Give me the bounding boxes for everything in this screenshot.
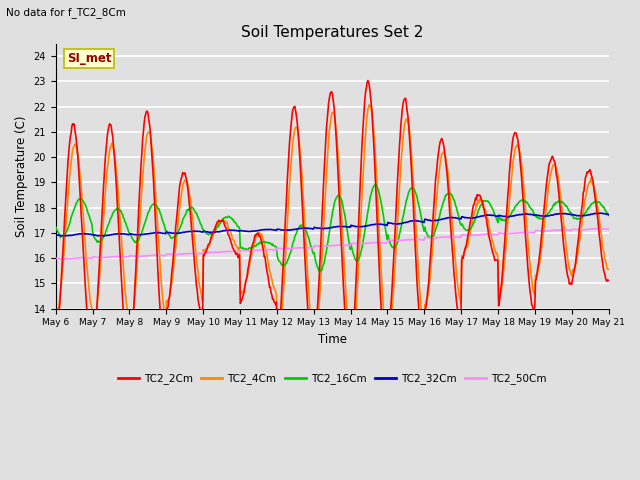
TC2_4Cm — [52, 308, 60, 314]
Line: TC2_16Cm: TC2_16Cm — [56, 184, 609, 271]
Y-axis label: Soil Temperature (C): Soil Temperature (C) — [15, 115, 28, 237]
TC2_2Cm — [417, 329, 425, 335]
TC2_50Cm — [62, 256, 70, 262]
TC2_16Cm — [605, 212, 612, 218]
Title: Soil Temperatures Set 2: Soil Temperatures Set 2 — [241, 24, 423, 40]
TC2_2Cm — [401, 96, 409, 102]
TC2_2Cm — [175, 193, 182, 199]
TC2_4Cm — [204, 244, 212, 250]
TC2_50Cm — [205, 250, 212, 255]
TC2_16Cm — [401, 205, 409, 211]
TC2_4Cm — [365, 102, 373, 108]
TC2_2Cm — [52, 335, 60, 341]
TC2_4Cm — [401, 120, 409, 125]
TC2_2Cm — [364, 78, 372, 84]
TC2_16Cm — [175, 227, 182, 233]
TC2_2Cm — [383, 357, 390, 362]
TC2_4Cm — [605, 266, 612, 272]
TC2_4Cm — [417, 303, 425, 309]
TC2_50Cm — [605, 226, 612, 232]
TC2_32Cm — [99, 233, 106, 239]
Line: TC2_50Cm: TC2_50Cm — [56, 228, 609, 259]
Text: No data for f_TC2_8Cm: No data for f_TC2_8Cm — [6, 7, 126, 18]
TC2_16Cm — [372, 181, 380, 187]
TC2_16Cm — [52, 224, 60, 230]
TC2_50Cm — [400, 237, 408, 243]
Line: TC2_4Cm: TC2_4Cm — [56, 105, 609, 347]
TC2_50Cm — [67, 256, 74, 262]
TC2_4Cm — [62, 226, 70, 231]
TC2_16Cm — [204, 231, 212, 237]
TC2_2Cm — [119, 299, 127, 305]
TC2_50Cm — [417, 237, 424, 242]
X-axis label: Time: Time — [317, 333, 347, 346]
TC2_50Cm — [120, 254, 127, 260]
TC2_32Cm — [205, 229, 212, 235]
TC2_2Cm — [605, 277, 612, 283]
TC2_32Cm — [417, 218, 424, 224]
TC2_50Cm — [594, 226, 602, 231]
TC2_4Cm — [347, 344, 355, 350]
TC2_32Cm — [120, 231, 127, 237]
Line: TC2_32Cm: TC2_32Cm — [56, 213, 609, 236]
Text: SI_met: SI_met — [67, 52, 111, 65]
TC2_32Cm — [52, 232, 60, 238]
Line: TC2_2Cm: TC2_2Cm — [56, 81, 609, 360]
Legend: TC2_2Cm, TC2_4Cm, TC2_16Cm, TC2_32Cm, TC2_50Cm: TC2_2Cm, TC2_4Cm, TC2_16Cm, TC2_32Cm, TC… — [114, 369, 550, 388]
TC2_32Cm — [605, 212, 612, 217]
TC2_2Cm — [204, 242, 212, 248]
TC2_16Cm — [316, 268, 324, 274]
TC2_50Cm — [52, 255, 60, 261]
TC2_50Cm — [176, 251, 184, 257]
TC2_4Cm — [119, 255, 127, 261]
TC2_2Cm — [62, 196, 70, 202]
TC2_16Cm — [417, 213, 425, 219]
TC2_16Cm — [119, 212, 127, 217]
TC2_32Cm — [400, 220, 408, 226]
TC2_4Cm — [175, 211, 182, 217]
TC2_32Cm — [176, 230, 184, 236]
TC2_32Cm — [62, 233, 70, 239]
TC2_32Cm — [596, 210, 604, 216]
TC2_16Cm — [62, 230, 70, 236]
